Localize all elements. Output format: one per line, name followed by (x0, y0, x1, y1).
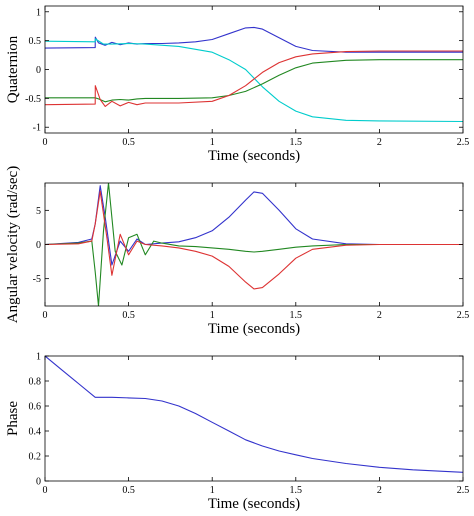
chart-2: 0 0.5 1 1.5 2 2.5 5 0 -5 Time (seconds) Angular ve… (5, 166, 469, 337)
axes-frame (44, 355, 464, 482)
y-tick-label: 0 (36, 240, 41, 251)
series-line-1 (45, 26, 463, 53)
y-tick-label: -5 (33, 274, 41, 285)
plot-area (45, 356, 463, 473)
x-tick-label: 1.5 (290, 310, 303, 321)
plot-area (45, 183, 463, 306)
x-axis-label: Time (seconds) (208, 148, 300, 164)
x-tick-label: 2 (377, 310, 382, 321)
x-tick-label: 0.5 (122, 137, 135, 148)
y-tick-label: 0.5 (29, 36, 42, 47)
series-line-1 (45, 185, 463, 266)
plot-area (45, 26, 463, 123)
x-tick-label: 0 (43, 310, 48, 321)
y-tick-label: 0.8 (29, 377, 42, 388)
x-tick-label: 0.5 (122, 310, 135, 321)
x-axis-label: Time (seconds) (208, 321, 300, 337)
x-tick-label: 1 (210, 310, 215, 321)
y-tick-label: -0.5 (25, 94, 41, 105)
series-line-2 (45, 183, 463, 306)
y-tick-label: 1 (36, 352, 41, 363)
series-line-1 (45, 356, 463, 473)
x-tick-label: 2 (377, 485, 382, 496)
y-axis-label: Quaternion (5, 35, 21, 103)
series-line-3 (45, 190, 463, 290)
chart-3: 0 0.5 1 1.5 2 2.5 1 0.8 0.6 0.4 0.2 0 Time (seconds)… (5, 352, 469, 513)
y-tick-label: 0 (36, 477, 41, 488)
x-tick-label: 0 (43, 485, 48, 496)
x-tick-label: 2 (377, 137, 382, 148)
x-tick-label: 0 (43, 137, 48, 148)
y-tick-label: 5 (36, 206, 41, 217)
y-tick-label: 1 (36, 7, 41, 18)
y-tick-label: 0 (36, 65, 41, 76)
x-axis-label: Time (seconds) (208, 496, 300, 512)
y-tick-label: -1 (33, 123, 41, 134)
x-tick-label: 1.5 (290, 485, 303, 496)
x-tick-label: 1 (210, 485, 215, 496)
x-tick-label: 2.5 (457, 485, 470, 496)
x-tick-label: 0.5 (122, 485, 135, 496)
y-tick-label: 0.2 (29, 452, 42, 463)
x-tick-label: 2.5 (457, 137, 470, 148)
y-axis-label: Angular velocity (rad/sec) (5, 166, 21, 323)
series-line-2 (45, 38, 463, 123)
x-tick-label: 2.5 (457, 310, 470, 321)
x-tick-label: 1 (210, 137, 215, 148)
series-line-4 (45, 50, 463, 107)
series-line-3 (45, 59, 463, 103)
y-tick-label: 0.4 (29, 427, 42, 438)
x-tick-label: 1.5 (290, 137, 303, 148)
y-tick-label: 0.6 (29, 402, 42, 413)
y-axis-label: Phase (5, 401, 21, 436)
chart-1: 0 0.5 1 1.5 2 2.5 1 0.5 0 -0.5 -1 Time (seconds) Qua… (5, 5, 470, 164)
axes-frame (44, 5, 464, 134)
